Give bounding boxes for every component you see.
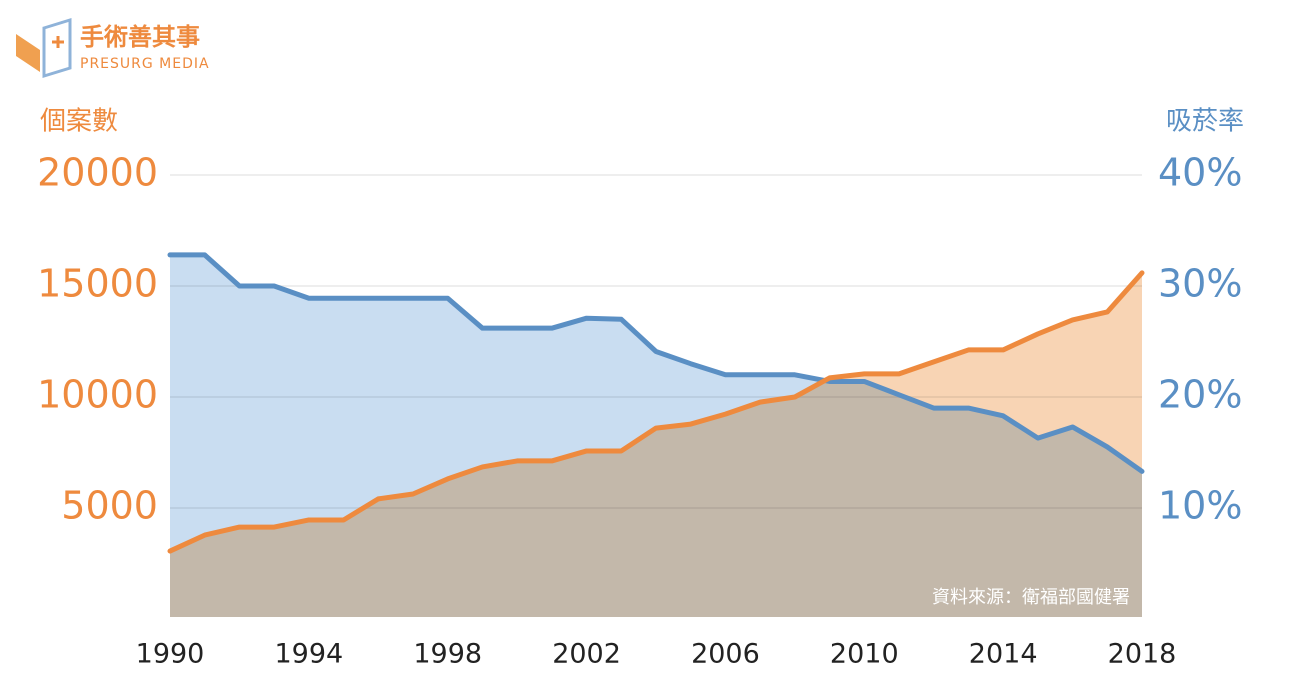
x-tick-label: 2014 [969,639,1038,670]
y2-tick-label: 40% [1158,151,1242,195]
logo: 手術善其事 PRESURG MEDIA [16,17,210,79]
x-tick-label: 1990 [136,639,205,670]
x-tick-label: 2018 [1108,639,1177,670]
logo-title: 手術善其事 [80,23,200,51]
y-tick-label: 15000 [37,262,158,306]
y2-tick-label: 20% [1158,373,1242,417]
y-tick-label: 5000 [61,484,158,528]
y-tick-label: 10000 [37,373,158,417]
area [170,272,1142,617]
source-note: 資料來源：衛福部國健署 [932,587,1130,608]
x-tick-label: 2010 [830,639,899,670]
x-tick-label: 1998 [413,639,482,670]
y-axis-title: 個案數 [40,107,118,137]
logo-icon [42,17,72,79]
logo-icon [52,36,64,48]
logo-subtitle: PRESURG MEDIA [80,56,210,72]
y2-tick-label: 10% [1158,484,1242,528]
y2-axis-title: 吸菸率 [1166,107,1244,137]
line [167,270,1145,554]
x-tick-label: 2002 [552,639,621,670]
x-tick-label: 2006 [691,639,760,670]
y2-tick-label: 30% [1158,262,1242,306]
x-tick-label: 1994 [274,639,343,670]
y-tick-label: 20000 [37,151,158,195]
line [167,252,1145,474]
logo-icon [16,34,40,72]
